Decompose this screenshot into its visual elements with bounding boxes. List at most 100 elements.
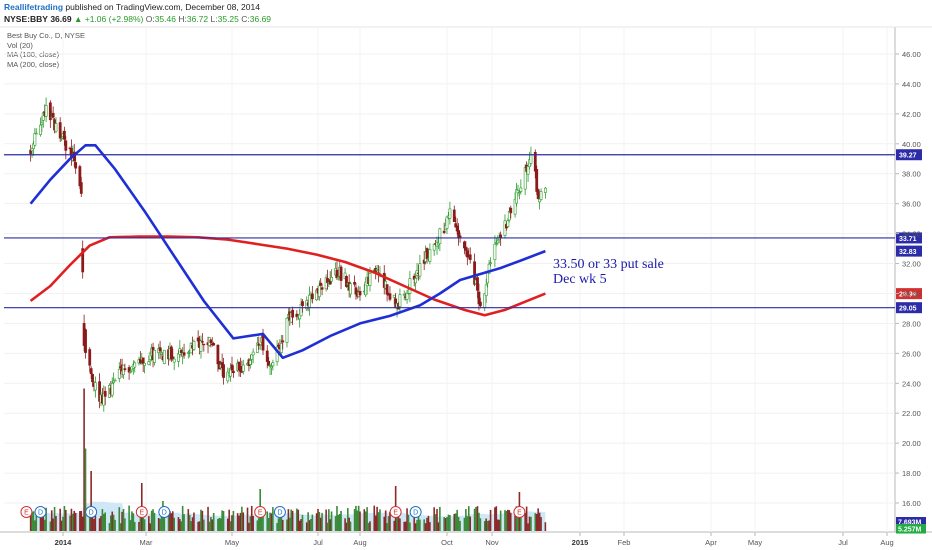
volume-bar: [300, 519, 302, 531]
low-label: L:: [210, 14, 218, 24]
volume-bar: [171, 511, 174, 531]
symbol-label[interactable]: NYSE:BBY: [4, 14, 48, 24]
volume-bar: [321, 512, 323, 531]
candle-body: [442, 230, 446, 233]
dividend-marker[interactable]: [85, 506, 98, 518]
volume-bar: [291, 510, 294, 531]
volume-bar: [249, 516, 252, 531]
candle-body: [428, 249, 432, 262]
volume-bar: [266, 511, 269, 531]
candle-body: [529, 154, 533, 164]
time-tick-label: May: [748, 538, 762, 547]
volume-bar: [485, 518, 487, 531]
volume-bar: [169, 511, 171, 531]
volume-bar: [439, 506, 441, 531]
volume-bar: [504, 510, 506, 531]
study-volume-label[interactable]: Vol (20): [7, 40, 33, 50]
volume-bar: [499, 510, 502, 531]
volume-bar: [338, 513, 341, 531]
volume-bar: [466, 516, 469, 531]
volume-bar: [83, 388, 85, 531]
trade-note-text[interactable]: 33.50 or 33 put sale: [553, 257, 664, 272]
volume-bar: [241, 506, 243, 531]
candle-body: [258, 344, 262, 346]
dividend-marker[interactable]: [34, 506, 47, 518]
volume-bar: [426, 517, 428, 531]
low-value: 35.25: [217, 14, 239, 24]
high-label: H:: [178, 14, 187, 24]
volume-bar: [260, 510, 263, 531]
candle-body: [216, 344, 220, 365]
volume-bar: [59, 508, 61, 531]
earnings-marker[interactable]: [254, 506, 267, 518]
earnings-marker[interactable]: [389, 506, 402, 518]
volume-bar: [386, 523, 388, 531]
quote-line: NYSE:BBY 36.69 ▲ +1.06 (+2.98%) O:35.46 …: [4, 14, 271, 24]
candle-body: [182, 352, 186, 356]
dividend-marker[interactable]: [158, 506, 171, 518]
earnings-marker[interactable]: [135, 506, 148, 518]
volume-bar: [307, 512, 309, 531]
volume-bar: [122, 509, 125, 531]
earnings-marker[interactable]: [20, 506, 33, 518]
candle-body: [248, 360, 252, 365]
candle-body: [222, 364, 225, 378]
volume-bar: [203, 519, 205, 531]
candle-body: [81, 248, 85, 273]
volume-bar: [359, 511, 361, 531]
volume-bar: [143, 519, 146, 531]
candle-body: [368, 273, 372, 286]
volume-bar: [446, 517, 448, 531]
event-marker-label: E: [517, 510, 522, 517]
volume-bar: [479, 518, 482, 531]
volume-bar: [379, 509, 381, 531]
time-tick-label: Oct: [441, 538, 454, 547]
volume-bar: [142, 517, 144, 531]
volume-bar: [286, 519, 288, 531]
volume-bar: [393, 520, 396, 531]
volume-bar: [429, 522, 431, 531]
dividend-marker[interactable]: [273, 506, 286, 518]
volume-bar: [222, 510, 225, 531]
volume-bar: [159, 518, 161, 531]
volume-bar: [262, 509, 264, 531]
candle-body: [468, 254, 472, 260]
candle-body: [143, 363, 146, 366]
study-series-label[interactable]: Best Buy Co., D, NYSE: [7, 31, 85, 40]
volume-bar: [495, 506, 498, 531]
candle-body: [448, 208, 452, 219]
earnings-marker[interactable]: [513, 506, 526, 518]
candle-body: [330, 277, 333, 282]
candle-body: [171, 356, 175, 359]
volume-bar: [108, 523, 111, 531]
volume-bar: [152, 509, 154, 531]
candle-body: [536, 189, 540, 199]
trade-note-text[interactable]: Dec wk 5: [553, 272, 607, 287]
dividend-marker[interactable]: [409, 506, 422, 518]
volume-bar: [270, 513, 273, 531]
candle-body: [486, 271, 490, 284]
volume-bar: [45, 507, 47, 531]
volume-bar: [236, 513, 239, 531]
volume-bar: [80, 510, 83, 531]
volume-bar: [52, 518, 54, 531]
volume-bar: [424, 523, 427, 531]
publisher-name[interactable]: Reallifetrading: [4, 2, 64, 12]
volume-bar: [246, 507, 249, 531]
volume-bar: [348, 517, 350, 531]
volume-bar: [383, 516, 386, 531]
study-ma200-label[interactable]: MA (200, close): [7, 59, 60, 69]
volume-bar: [35, 510, 38, 531]
candle-body: [192, 340, 196, 350]
open-value: 35.46: [154, 14, 176, 24]
volume-bar: [463, 517, 466, 531]
volume-bar: [112, 514, 115, 531]
candle-body: [98, 381, 101, 402]
volume-bar: [150, 510, 153, 531]
volume-bar: [280, 514, 283, 531]
candle-body: [414, 278, 418, 284]
volume-bar: [79, 511, 81, 531]
volume-bar: [90, 471, 92, 531]
candle-body: [301, 301, 304, 307]
